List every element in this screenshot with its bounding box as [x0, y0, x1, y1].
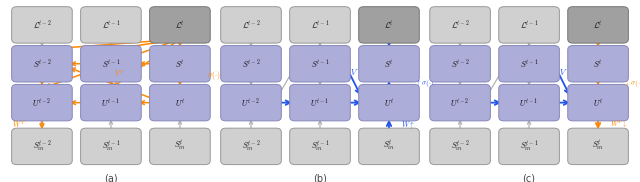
Text: $\mathcal{L}^{t}$: $\mathcal{L}^{t}$ [384, 19, 394, 31]
Text: $U^{t}$: $U^{t}$ [384, 97, 394, 109]
FancyBboxPatch shape [290, 128, 350, 165]
Text: $\mathcal{L}^{t-2}$: $\mathcal{L}^{t-2}$ [451, 18, 470, 31]
FancyBboxPatch shape [221, 46, 282, 82]
FancyBboxPatch shape [430, 46, 490, 82]
FancyBboxPatch shape [358, 84, 419, 121]
FancyBboxPatch shape [430, 128, 490, 165]
FancyBboxPatch shape [221, 7, 282, 43]
FancyBboxPatch shape [150, 46, 210, 82]
Text: $\mathcal{L}^{t-1}$: $\mathcal{L}^{t-1}$ [520, 18, 538, 31]
Text: $U^{t-2}$: $U^{t-2}$ [451, 96, 470, 109]
Text: $S^{t}_{in}$: $S^{t}_{in}$ [174, 139, 186, 153]
Text: $U^{t-2}$: $U^{t-2}$ [32, 96, 52, 109]
FancyBboxPatch shape [568, 84, 628, 121]
Text: $S^{t-2}$: $S^{t-2}$ [451, 57, 470, 70]
FancyBboxPatch shape [12, 7, 72, 43]
FancyBboxPatch shape [150, 128, 210, 165]
FancyBboxPatch shape [81, 46, 141, 82]
Text: $S^{t-1}$: $S^{t-1}$ [310, 57, 330, 70]
FancyBboxPatch shape [568, 128, 628, 165]
Text: $\mathcal{L}^{t}$: $\mathcal{L}^{t}$ [593, 19, 603, 31]
FancyBboxPatch shape [290, 46, 350, 82]
Text: $U^{t-2}$: $U^{t-2}$ [241, 96, 260, 109]
Text: $V$: $V$ [350, 67, 358, 77]
Text: $\uparrow\sigma(\cdot)$: $\uparrow\sigma(\cdot)$ [415, 77, 434, 89]
Text: $S^{t-1}_{in}$: $S^{t-1}_{in}$ [102, 139, 120, 154]
FancyBboxPatch shape [12, 46, 72, 82]
Text: $U^{t-1}$: $U^{t-1}$ [310, 96, 330, 109]
Text: $S^{t-2}_{in}$: $S^{t-2}_{in}$ [451, 139, 470, 154]
Text: $S^{t-1}_{in}$: $S^{t-1}_{in}$ [310, 139, 330, 154]
FancyBboxPatch shape [81, 128, 141, 165]
Text: (a): (a) [104, 174, 118, 182]
FancyBboxPatch shape [221, 128, 282, 165]
FancyBboxPatch shape [430, 84, 490, 121]
FancyBboxPatch shape [290, 7, 350, 43]
Text: $U^{t}$: $U^{t}$ [593, 97, 604, 109]
Text: $W\uparrow$: $W\uparrow$ [401, 118, 415, 130]
FancyBboxPatch shape [568, 46, 628, 82]
Text: $S^{t-1}$: $S^{t-1}$ [102, 57, 120, 70]
Text: $V$: $V$ [559, 67, 568, 77]
Text: $S^{t-1}$: $S^{t-1}$ [520, 57, 538, 70]
FancyBboxPatch shape [358, 7, 419, 43]
FancyBboxPatch shape [150, 7, 210, 43]
Text: $\mathcal{L}^{t-2}$: $\mathcal{L}^{t-2}$ [242, 18, 260, 31]
FancyBboxPatch shape [358, 128, 419, 165]
Text: $S^{t-2}$: $S^{t-2}$ [33, 57, 51, 70]
FancyBboxPatch shape [430, 7, 490, 43]
Text: (c): (c) [523, 174, 536, 182]
Text: $\mathcal{L}^{t-1}$: $\mathcal{L}^{t-1}$ [102, 18, 120, 31]
FancyBboxPatch shape [12, 128, 72, 165]
Text: $S^{t-2}$: $S^{t-2}$ [241, 57, 260, 70]
Text: $\sigma(\cdot)$: $\sigma(\cdot)$ [207, 69, 220, 82]
Text: $S^{t-2}_{in}$: $S^{t-2}_{in}$ [33, 139, 51, 154]
FancyBboxPatch shape [81, 84, 141, 121]
Text: $S^{t}$: $S^{t}$ [175, 58, 185, 70]
Text: $U^{t-1}$: $U^{t-1}$ [520, 96, 539, 109]
FancyBboxPatch shape [358, 46, 419, 82]
Text: $\mathcal{L}^{t-1}$: $\mathcal{L}^{t-1}$ [310, 18, 330, 31]
Text: $\mathcal{L}^{t}$: $\mathcal{L}^{t}$ [175, 19, 185, 31]
Text: $S^{t}_{in}$: $S^{t}_{in}$ [383, 139, 395, 153]
FancyBboxPatch shape [499, 128, 559, 165]
FancyBboxPatch shape [221, 84, 282, 121]
Text: $\mathcal{L}^{t-2}$: $\mathcal{L}^{t-2}$ [33, 18, 51, 31]
Text: $V^T$: $V^T$ [114, 68, 125, 79]
Text: $S^{t-1}_{in}$: $S^{t-1}_{in}$ [520, 139, 538, 154]
Text: $W^T\downarrow$: $W^T\downarrow$ [610, 119, 628, 130]
FancyBboxPatch shape [12, 84, 72, 121]
FancyBboxPatch shape [150, 84, 210, 121]
Text: $\downarrow\sigma(\cdot)$: $\downarrow\sigma(\cdot)$ [624, 78, 640, 89]
Text: $S^{t-2}_{in}$: $S^{t-2}_{in}$ [241, 139, 260, 154]
FancyBboxPatch shape [568, 7, 628, 43]
FancyBboxPatch shape [499, 84, 559, 121]
Text: $U^{t}$: $U^{t}$ [175, 97, 185, 109]
FancyBboxPatch shape [499, 46, 559, 82]
FancyBboxPatch shape [81, 7, 141, 43]
Text: $S^{t}$: $S^{t}$ [593, 58, 603, 70]
FancyBboxPatch shape [290, 84, 350, 121]
Text: (b): (b) [313, 174, 327, 182]
FancyBboxPatch shape [499, 7, 559, 43]
Text: $S^{t}_{in}$: $S^{t}_{in}$ [592, 139, 604, 153]
Text: $W^T$: $W^T$ [12, 119, 26, 130]
Text: $S^{t}$: $S^{t}$ [384, 58, 394, 70]
Text: $U^{t-1}$: $U^{t-1}$ [101, 96, 120, 109]
